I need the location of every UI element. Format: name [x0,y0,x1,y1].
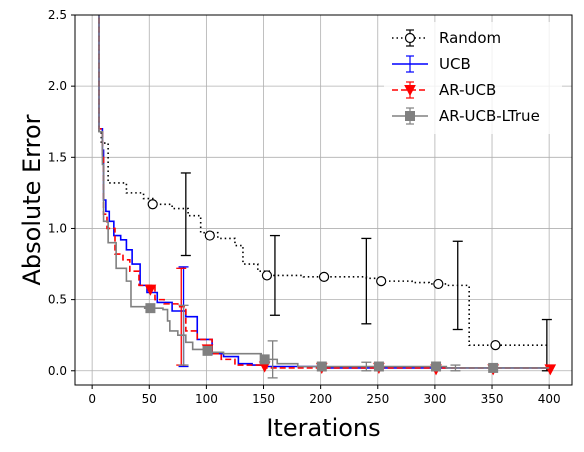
marker-random-6 [490,340,501,351]
legend-label: UCB [439,55,471,73]
series-line-ucb [98,15,550,369]
axes-frame [74,14,573,386]
x-tick-label: 200 [309,392,332,406]
y-tick-label: 0.0 [48,364,67,378]
x-tick-label: 0 [88,392,96,406]
marker-ar-ucb-ltrue-3 [316,361,327,372]
legend-entry-ar-ucb-ltrue: AR-UCB-LTrue [392,107,540,125]
series-random [98,15,552,372]
errorbar-ar-ucb-ltrue-3 [450,364,461,372]
series-layer [98,15,557,379]
errorbar-ar-ucb-ltrue-0 [178,304,189,366]
marker-random-4 [376,276,387,287]
axes: 0 50 100 150 200 250 300 350 400 0.0 0.5 1.0 1.5 2.0 2… [48,8,573,406]
marker-ar-ucb-ltrue-6 [488,362,499,373]
errorbar-random-0 [180,172,191,257]
x-tick-label: 50 [142,392,157,406]
legend-label: AR-UCB [439,81,496,99]
errorbar-random-2 [361,237,372,325]
legend-marker [404,32,416,44]
marker-ar-ucb-ltrue-5 [431,361,442,372]
legend-entry-random: Random [392,29,501,47]
x-tick-label: 250 [366,392,389,406]
series-ar-ucb-ltrue [98,15,550,379]
x-tick-label: 350 [481,392,504,406]
legend-marker [405,111,415,121]
errorbar-ar-ucb-ltrue-2 [361,361,372,372]
marker-random-1 [204,230,215,241]
marker-ar-ucb-ltrue-2 [259,354,270,365]
marker-random-2 [261,270,273,281]
y-tick-label: 0.5 [48,293,67,307]
marker-ar-ucb-ltrue-0 [145,303,156,314]
y-axis-label: Absolute Error [18,114,46,285]
series-line-random [98,15,550,346]
errorbar-ar-ucb-ltrue-1 [267,340,278,379]
legend-label: Random [439,29,501,47]
y-tick-label: 1.5 [48,150,67,164]
x-tick-label: 400 [538,392,561,406]
legend-entry-ucb: UCB [392,55,471,73]
marker-ar-ucb-ltrue-4 [373,361,384,372]
legend-box [384,22,562,134]
x-tick-label: 100 [195,392,218,406]
x-tick-label: 150 [252,392,275,406]
x-tick-label: 300 [423,392,446,406]
y-tick-label: 2.0 [48,79,67,93]
marker-ar-ucb-0 [144,284,157,296]
marker-random-3 [318,271,330,282]
marker-random-0 [147,199,158,210]
marker-random-5 [433,278,444,290]
legend-entry-ar-ucb: AR-UCB [392,81,496,99]
y-tick-label: 2.5 [48,8,67,22]
legend-label: AR-UCB-LTrue [439,107,540,125]
errorbar-random-3 [452,240,463,331]
marker-ar-ucb-ltrue-1 [202,345,213,356]
y-tick-label: 1.0 [48,221,67,235]
legend-marker [404,85,416,97]
legend: Random UCB AR-UCB AR-UCB-LTrue [384,22,562,134]
errorbar-random-1 [269,234,280,316]
series-line-ar-ucb-ltrue [98,15,550,369]
x-axis-label: Iterations [266,414,380,442]
